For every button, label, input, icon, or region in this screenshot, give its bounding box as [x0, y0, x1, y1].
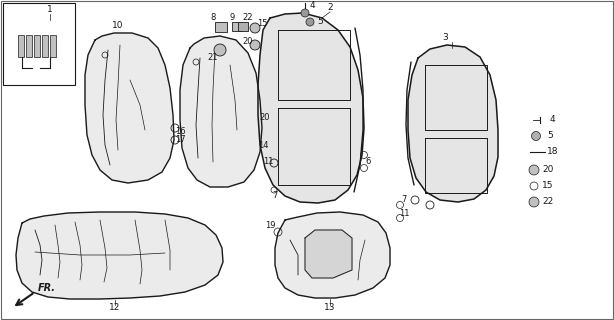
- Text: 5: 5: [317, 18, 323, 27]
- Text: 7: 7: [402, 196, 406, 204]
- Circle shape: [214, 44, 226, 56]
- Bar: [34, 35, 40, 57]
- Polygon shape: [305, 230, 352, 278]
- Bar: [26, 35, 32, 57]
- Polygon shape: [275, 212, 390, 298]
- Text: 13: 13: [324, 303, 336, 313]
- Text: 3: 3: [442, 34, 448, 43]
- Polygon shape: [408, 45, 498, 202]
- Text: 12: 12: [109, 303, 121, 313]
- Bar: [42, 35, 48, 57]
- Text: 6: 6: [365, 157, 371, 166]
- Circle shape: [250, 23, 260, 33]
- Text: 20: 20: [260, 114, 270, 123]
- Text: 15: 15: [542, 181, 554, 190]
- Bar: [215, 22, 227, 32]
- Text: 15: 15: [257, 20, 267, 28]
- Bar: [18, 35, 24, 57]
- Polygon shape: [180, 36, 262, 187]
- Text: 14: 14: [258, 140, 268, 149]
- Text: 9: 9: [230, 13, 235, 22]
- Text: 4: 4: [309, 1, 315, 10]
- Polygon shape: [16, 212, 223, 299]
- Text: 1: 1: [47, 5, 53, 14]
- Text: 4: 4: [549, 116, 555, 124]
- Text: 22: 22: [542, 197, 554, 206]
- Polygon shape: [258, 13, 364, 203]
- Text: 19: 19: [265, 221, 275, 230]
- Circle shape: [306, 18, 314, 26]
- Circle shape: [529, 197, 539, 207]
- Text: 5: 5: [547, 132, 553, 140]
- Text: 20: 20: [542, 165, 554, 174]
- Bar: [238, 22, 248, 31]
- Bar: [50, 35, 56, 57]
- Text: 11: 11: [263, 157, 273, 166]
- Text: 16: 16: [175, 127, 185, 137]
- Text: 2: 2: [327, 4, 333, 12]
- Text: 18: 18: [547, 148, 559, 156]
- Circle shape: [529, 165, 539, 175]
- Text: 20: 20: [243, 37, 253, 46]
- Polygon shape: [85, 33, 174, 183]
- Text: 7: 7: [273, 190, 278, 199]
- Text: 8: 8: [211, 13, 216, 22]
- Text: FR.: FR.: [38, 283, 56, 293]
- Text: 10: 10: [112, 20, 124, 29]
- Bar: [3, 3, 75, 85]
- Text: 17: 17: [175, 135, 185, 145]
- Circle shape: [532, 132, 540, 140]
- Circle shape: [301, 9, 309, 17]
- Text: 21: 21: [208, 53, 218, 62]
- Circle shape: [250, 40, 260, 50]
- Bar: [232, 22, 242, 31]
- Text: 22: 22: [243, 13, 253, 22]
- Text: 11: 11: [398, 209, 410, 218]
